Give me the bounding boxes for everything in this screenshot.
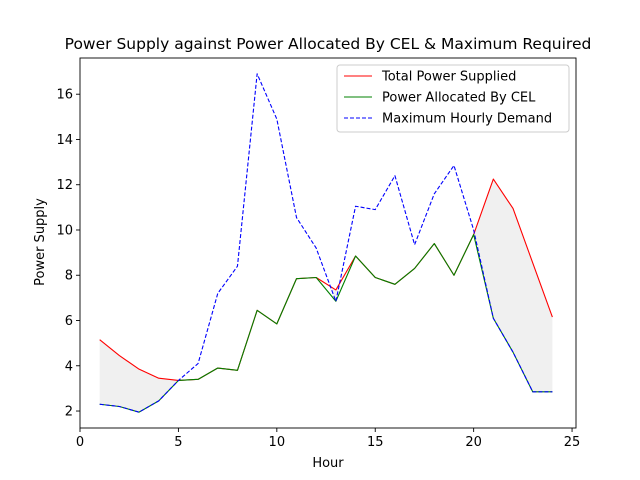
- x-axis-label: Hour: [312, 456, 344, 471]
- y-tick-label: 8: [65, 269, 73, 284]
- chart-title: Power Supply against Power Allocated By …: [65, 35, 592, 53]
- y-tick-label: 14: [56, 133, 73, 148]
- y-tick-label: 10: [56, 223, 73, 238]
- legend-label: Power Allocated By CEL: [382, 91, 536, 106]
- series-line-maximum-hourly-demand: [99, 73, 553, 413]
- series-line-total-power-supplied: [99, 178, 553, 382]
- plot-area: 0 5 10 15 20 25 2 4 6 8 10 12 14 16: [56, 57, 581, 450]
- x-tick-label: 15: [367, 435, 384, 450]
- x-tick-label: 10: [269, 435, 286, 450]
- fill-between-region: [474, 179, 553, 392]
- y-tick-label: 12: [56, 178, 73, 193]
- x-tick-label: 25: [564, 435, 581, 450]
- x-tick-label: 20: [465, 435, 482, 450]
- fill-between-region: [99, 339, 179, 413]
- legend: Total Power Supplied Power Allocated By C…: [336, 64, 570, 133]
- y-tick-label: 2: [65, 405, 73, 420]
- y-tick-label: 16: [56, 88, 73, 103]
- x-tick-label: 0: [76, 435, 84, 450]
- y-tick-label: 6: [65, 314, 73, 329]
- axes-frame: [79, 57, 577, 429]
- x-tick-label: 5: [174, 435, 182, 450]
- legend-box: [336, 64, 570, 133]
- legend-label: Total Power Supplied: [381, 70, 516, 85]
- y-axis-label: Power Supply: [33, 198, 48, 286]
- y-tick-label: 4: [65, 359, 73, 374]
- legend-label: Maximum Hourly Demand: [382, 112, 552, 127]
